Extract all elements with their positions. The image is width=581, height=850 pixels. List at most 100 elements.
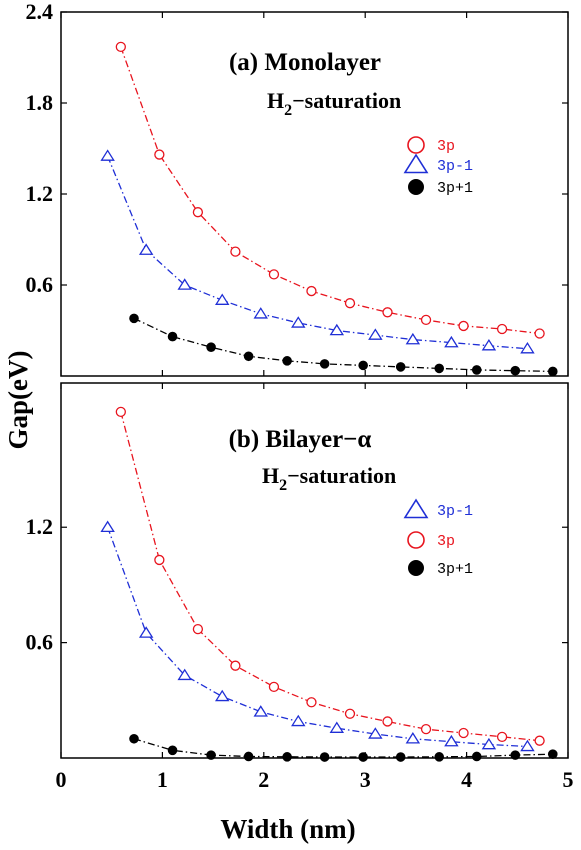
data-point-3p+1 bbox=[243, 351, 254, 362]
data-point-3p-1 bbox=[520, 341, 535, 354]
data-point-3p-1 bbox=[444, 734, 459, 747]
data-point-3p bbox=[192, 624, 204, 635]
data-point-3p+1 bbox=[358, 360, 368, 371]
y-tick-label: 0.6 bbox=[26, 272, 54, 297]
data-point-3p+1 bbox=[358, 752, 368, 762]
data-point-3p bbox=[382, 716, 393, 727]
data-point-3p bbox=[230, 660, 241, 671]
data-point-3p+1 bbox=[547, 366, 558, 377]
legend-marker-3p+1 bbox=[408, 179, 424, 195]
data-point-3p bbox=[268, 269, 280, 280]
data-point-3p-1 bbox=[329, 323, 345, 336]
y-tick-label: 0.6 bbox=[26, 630, 54, 655]
x-tick-label: 4 bbox=[461, 767, 472, 792]
legend-label-3p+1: 3p+1 bbox=[437, 180, 473, 197]
data-point-3p bbox=[496, 323, 508, 335]
data-point-3p bbox=[192, 207, 204, 218]
y-axis-label: Gap(eV) bbox=[3, 351, 33, 450]
plot-frame bbox=[60, 382, 569, 759]
series-line-3p bbox=[120, 46, 540, 335]
data-point-3p-1 bbox=[368, 328, 383, 340]
data-point-3p bbox=[382, 307, 393, 318]
data-point-3p+1 bbox=[282, 356, 292, 366]
data-point-3p bbox=[534, 328, 545, 339]
data-point-3p+1 bbox=[129, 313, 139, 324]
legend-label-3p: 3p bbox=[437, 533, 455, 550]
data-point-3p+1 bbox=[471, 365, 482, 375]
panel-bilayer: 0.6 1.2 3p-1 3p 3p+1 (b) Bilayer−α H2−saturati… bbox=[26, 382, 569, 762]
series-line-3p bbox=[120, 411, 540, 742]
legend-marker-3p bbox=[407, 531, 425, 549]
series-line-3p+1 bbox=[133, 738, 553, 758]
data-point-3p+1 bbox=[434, 752, 445, 762]
data-point-3p bbox=[344, 298, 356, 309]
data-point-3p+1 bbox=[282, 752, 292, 762]
data-point-3p-1 bbox=[291, 714, 306, 727]
x-tick-label: 2 bbox=[258, 767, 269, 792]
legend-marker-3p-1 bbox=[403, 498, 429, 519]
series-line-3p-1 bbox=[106, 526, 528, 748]
data-point-3p-1 bbox=[138, 243, 154, 255]
data-point-3p bbox=[154, 149, 165, 160]
y-tick-label: 1.2 bbox=[26, 514, 54, 539]
data-point-3p-1 bbox=[253, 307, 268, 319]
data-point-3p-1 bbox=[177, 278, 192, 290]
series-line-3p-1 bbox=[106, 155, 528, 350]
x-tick-label: 1 bbox=[157, 767, 168, 792]
data-point-3p bbox=[268, 681, 280, 692]
data-point-3p-1 bbox=[405, 732, 421, 744]
data-point-3p+1 bbox=[167, 331, 178, 342]
data-point-3p-1 bbox=[253, 705, 268, 717]
panel-title: (a) Monolayer bbox=[229, 49, 381, 76]
data-point-3p-1 bbox=[444, 335, 459, 348]
legend-marker-3p-1 bbox=[403, 153, 429, 174]
data-point-3p-1 bbox=[100, 520, 115, 533]
panel-subtitle: H2−saturation bbox=[267, 88, 401, 119]
data-point-3p bbox=[496, 731, 508, 742]
data-point-3p-1 bbox=[405, 332, 421, 345]
legend-marker-3p+1 bbox=[408, 560, 424, 576]
x-tick-label: 0 bbox=[56, 767, 67, 792]
data-point-3p+1 bbox=[243, 751, 254, 762]
data-point-3p+1 bbox=[206, 750, 216, 760]
data-point-3p-1 bbox=[329, 721, 345, 733]
data-point-3p+1 bbox=[167, 745, 178, 756]
panel-monolayer: 0.6 1.2 1.8 2.4 3p 3p-1 3p+1 (a) Monolayer H2−sa… bbox=[26, 0, 569, 377]
data-point-3p bbox=[306, 285, 317, 297]
data-point-3p-1 bbox=[481, 737, 497, 750]
data-point-3p bbox=[534, 735, 545, 746]
panel-title: (b) Bilayer−α bbox=[229, 426, 372, 453]
x-tick-label: 5 bbox=[563, 767, 574, 792]
legend-label-3p-1: 3p-1 bbox=[437, 158, 473, 175]
data-point-3p+1 bbox=[510, 365, 521, 376]
data-point-3p-1 bbox=[214, 689, 230, 702]
data-point-3p bbox=[458, 727, 469, 739]
legend-label-3p+1: 3p+1 bbox=[437, 561, 473, 578]
legend-label-3p: 3p bbox=[437, 138, 455, 155]
data-point-3p bbox=[344, 708, 356, 719]
series-line-3p+1 bbox=[133, 317, 553, 373]
data-point-3p bbox=[420, 724, 432, 735]
data-point-3p+1 bbox=[319, 752, 330, 762]
data-point-3p-1 bbox=[368, 727, 383, 739]
data-point-3p+1 bbox=[395, 752, 406, 762]
data-point-3p+1 bbox=[471, 751, 482, 762]
data-point-3p-1 bbox=[138, 626, 154, 638]
data-point-3p-1 bbox=[177, 668, 192, 681]
data-point-3p-1 bbox=[291, 316, 306, 328]
data-point-3p+1 bbox=[395, 362, 406, 372]
data-point-3p bbox=[115, 41, 126, 53]
y-tick-label: 1.2 bbox=[26, 181, 54, 206]
data-point-3p bbox=[230, 246, 241, 257]
x-axis-label: Width (nm) bbox=[220, 814, 355, 844]
x-axis: 0 1 2 3 4 5 bbox=[56, 767, 574, 792]
data-point-3p bbox=[115, 406, 126, 417]
data-point-3p bbox=[306, 697, 317, 708]
x-tick-label: 3 bbox=[360, 767, 371, 792]
data-point-3p-1 bbox=[214, 293, 230, 305]
data-point-3p-1 bbox=[520, 739, 535, 752]
data-point-3p+1 bbox=[510, 750, 521, 760]
data-point-3p+1 bbox=[206, 342, 216, 352]
data-point-3p+1 bbox=[547, 749, 558, 759]
